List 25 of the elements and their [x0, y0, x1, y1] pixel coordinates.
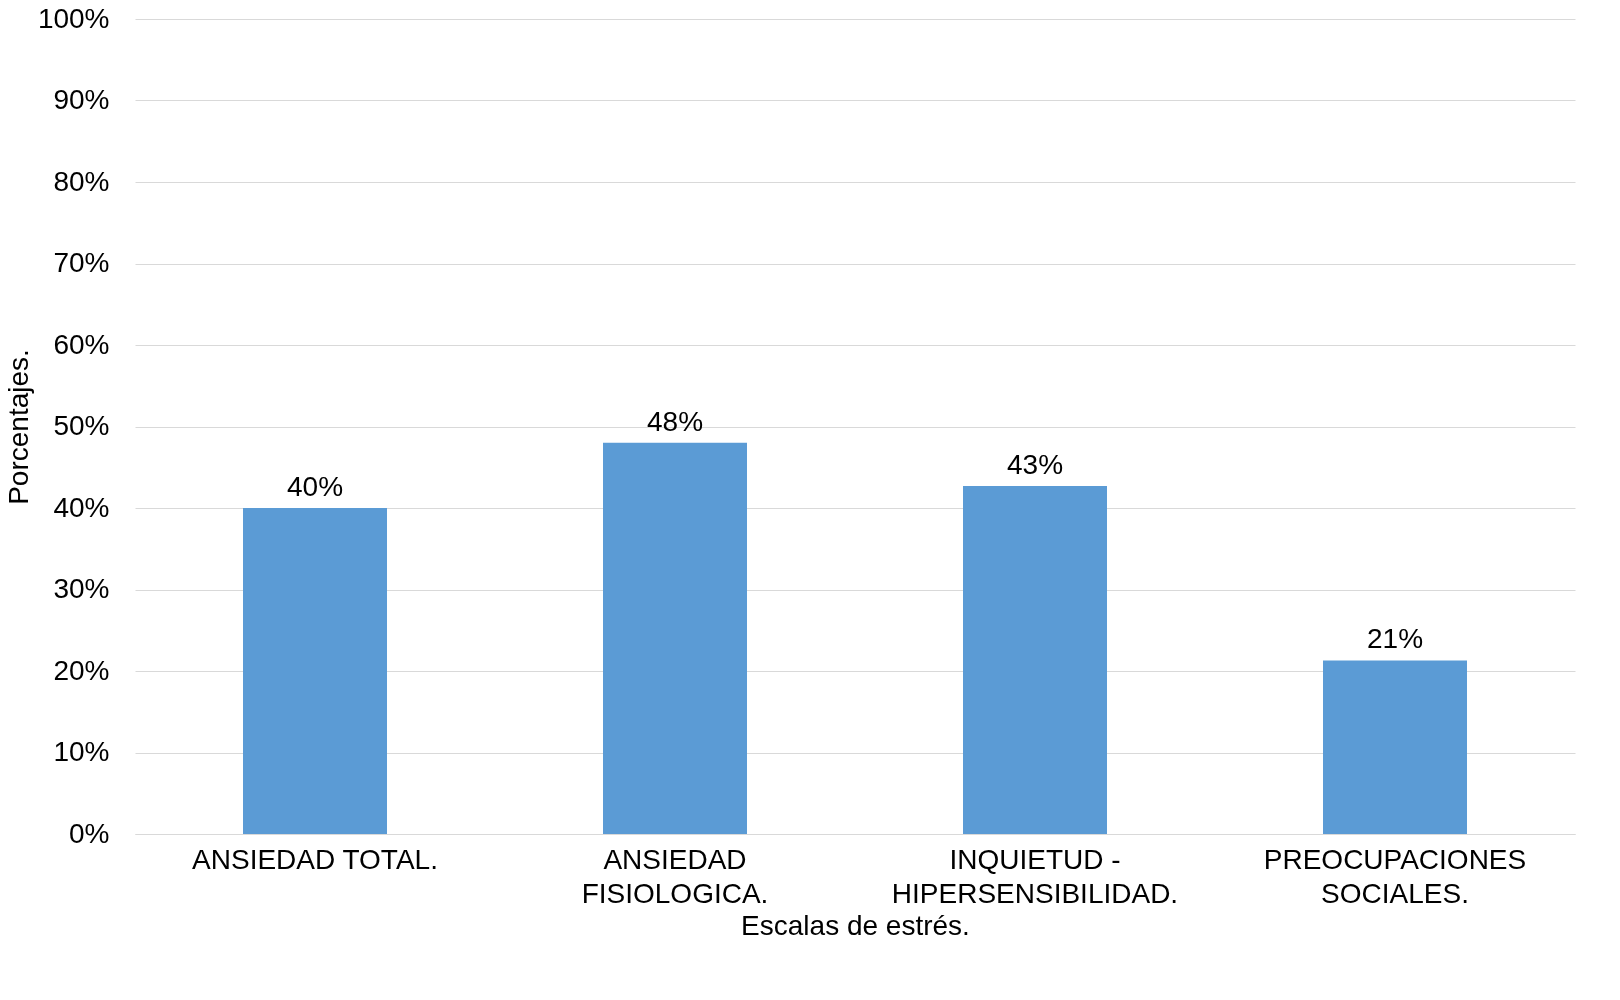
- data-label: 43%: [1006, 448, 1064, 480]
- y-tick-label: 80%: [53, 165, 110, 197]
- bar: [1323, 660, 1467, 834]
- y-tick-label: 100%: [37, 2, 110, 34]
- y-tick-label: 60%: [53, 328, 110, 360]
- x-tick-label: INQUIETUD - HIPERSENSIBILIDAD.: [891, 843, 1179, 909]
- bar: [603, 442, 747, 834]
- y-tick-label: 50%: [53, 410, 110, 441]
- y-tick-label: 70%: [53, 247, 110, 278]
- y-tick-label: 40%: [53, 491, 110, 523]
- y-tick-label: 90%: [53, 84, 110, 115]
- x-axis-title: Escalas de estrés.: [741, 909, 970, 941]
- x-tick-label: ANSIEDAD TOTAL.: [192, 843, 438, 875]
- data-label: 48%: [646, 405, 704, 437]
- y-tick-label: 10%: [53, 736, 110, 767]
- y-axis-title: Porcentajes.: [2, 349, 34, 505]
- x-tick-label: ANSIEDAD FISIOLOGICA.: [581, 843, 769, 909]
- data-label: 21%: [1366, 623, 1424, 655]
- y-tick-label: 30%: [53, 573, 110, 604]
- y-tick-label: 20%: [53, 654, 110, 686]
- data-label: 40%: [286, 471, 344, 502]
- x-tick-label: PREOCUPACIONES SOCIALES.: [1263, 843, 1527, 909]
- bar: [963, 485, 1107, 834]
- bar: [243, 508, 387, 834]
- y-tick-label: 0%: [69, 817, 110, 849]
